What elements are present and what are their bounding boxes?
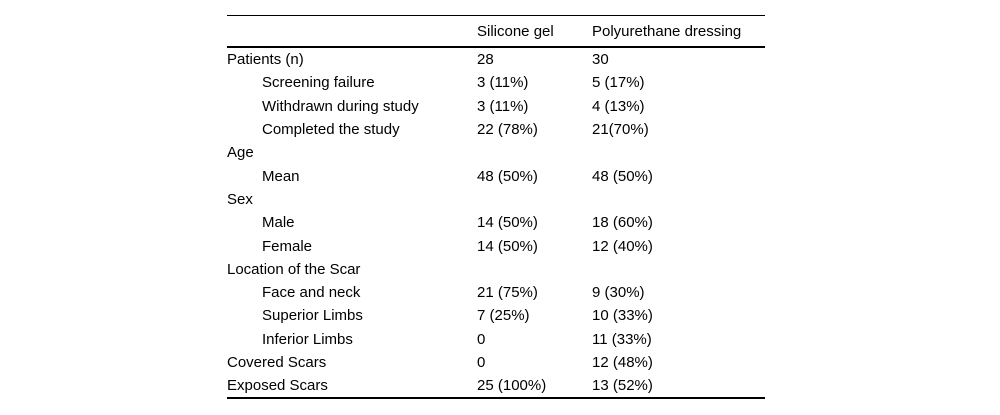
silicone-gel-value [477,141,592,164]
silicone-gel-value: 21 (75%) [477,284,538,302]
row-label: Exposed Scars [227,377,328,395]
silicone-gel-value: 25 (100%) [477,377,547,395]
table-row-sex: Sex [227,188,765,211]
silicone-gel-value: 14 (50%) [477,237,538,255]
table-row-screening-failure: Screening failure 3 (11%) 5 (17%) [227,71,765,94]
row-label: Female [262,237,313,255]
silicone-gel-value: 3 (11%) [477,74,529,92]
silicone-gel-value: 48 (50%) [477,167,538,185]
polyurethane-dressing-value: 12 (48%) [592,354,653,371]
polyurethane-dressing-value [592,188,765,211]
table-row-location-of-the-scar: Location of the Scar [227,258,765,281]
header-silicone-gel: Silicone gel [477,15,592,48]
silicone-gel-value [477,258,592,281]
silicone-gel-value: 3 (11%) [477,97,529,115]
header-label-column [227,15,477,48]
table-row-exposed-scars: Exposed Scars 25 (100%) 13 (52%) [227,374,765,398]
table-row-female: Female 14 (50%) 12 (40%) [227,234,765,257]
polyurethane-dressing-value [592,258,765,281]
table-row-inferior-limbs: Inferior Limbs 0 11 (33%) [227,328,765,351]
row-label: Age [227,144,254,162]
row-label: Location of the Scar [227,260,361,278]
row-label: Mean [262,167,300,185]
table-row-mean: Mean 48 (50%) 48 (50%) [227,164,765,187]
polyurethane-dressing-value [592,141,765,164]
table-figure: Silicone gel Polyurethane dressing Patie… [227,15,765,400]
silicone-gel-value: 0 [477,354,486,371]
polyurethane-dressing-value: 4 (13%) [592,97,645,115]
header-row: Silicone gel Polyurethane dressing [227,15,765,48]
silicone-gel-value: 28 [477,51,494,69]
silicone-gel-value: 7 (25%) [477,307,530,325]
table-row-male: Male 14 (50%) 18 (60%) [227,211,765,234]
polyurethane-dressing-value: 11 (33%) [592,330,652,348]
table-row-face-and-neck: Face and neck 21 (75%) 9 (30%) [227,281,765,304]
row-label: Completed the study [262,121,400,139]
polyurethane-dressing-value: 10 (33%) [592,307,653,325]
polyurethane-dressing-value: 30 [592,51,609,69]
row-label: Withdrawn during study [262,97,419,115]
row-label: Patients (n) [227,51,304,69]
polyurethane-dressing-value: 9 (30%) [592,284,645,302]
polyurethane-dressing-value: 5 (17%) [592,74,645,92]
row-label: Covered Scars [227,354,327,371]
polyurethane-dressing-value: 18 (60%) [592,214,653,232]
table-row-age: Age [227,141,765,164]
baseline-characteristics-table: Silicone gel Polyurethane dressing Patie… [227,15,765,400]
table-row-covered-scars: Covered Scars 0 12 (48%) [227,351,765,374]
silicone-gel-value [477,188,592,211]
polyurethane-dressing-value: 48 (50%) [592,167,653,185]
row-label: Face and neck [262,284,361,302]
polyurethane-dressing-value: 21(70%) [592,121,649,139]
polyurethane-dressing-value: 12 (40%) [592,237,653,255]
row-label: Male [262,214,295,232]
table-row-patients-n: Patients (n) 28 30 [227,47,765,71]
row-label: Inferior Limbs [262,330,353,348]
row-label: Superior Limbs [262,307,363,325]
polyurethane-dressing-value: 13 (52%) [592,377,653,395]
silicone-gel-value: 22 (78%) [477,121,538,139]
header-polyurethane-dressing: Polyurethane dressing [592,15,765,48]
row-label: Screening failure [262,74,375,92]
table-row-completed-the-study: Completed the study 22 (78%) 21(70%) [227,118,765,141]
row-label: Sex [227,190,253,208]
table-row-withdrawn-during-study: Withdrawn during study 3 (11%) 4 (13%) [227,95,765,118]
silicone-gel-value: 0 [477,330,486,348]
silicone-gel-value: 14 (50%) [477,214,538,232]
table-row-superior-limbs: Superior Limbs 7 (25%) 10 (33%) [227,304,765,327]
